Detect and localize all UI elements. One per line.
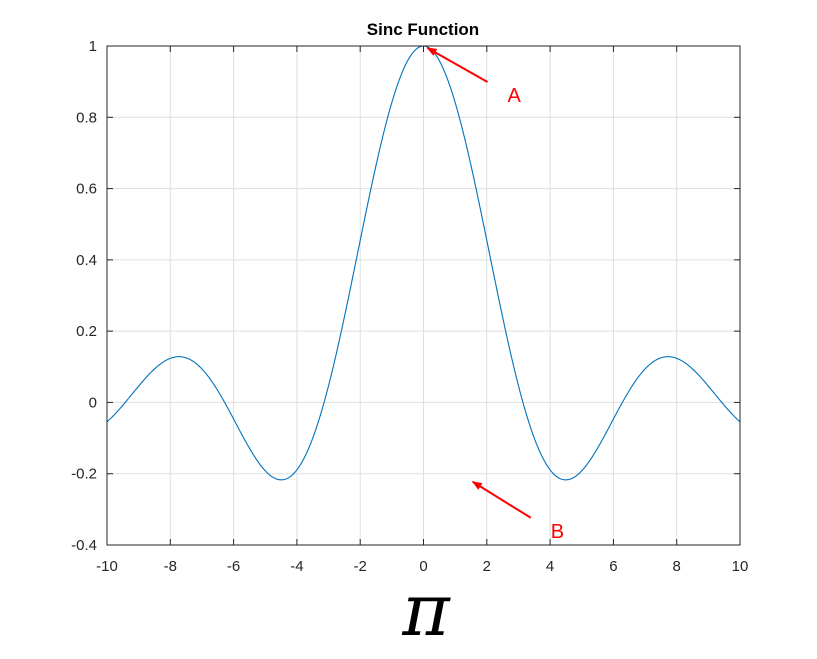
y-tick-label: 0 (89, 394, 97, 411)
x-tick-label: 8 (673, 558, 681, 575)
y-tick-label: 0.2 (76, 323, 97, 340)
y-tick-label: 1 (89, 38, 97, 55)
y-tick-label: 0.4 (76, 252, 97, 269)
x-tick-label: 2 (483, 558, 491, 575)
chart-title: Sinc Function (367, 20, 479, 39)
x-tick-label: 10 (732, 558, 749, 575)
y-tick-label: -0.4 (71, 537, 97, 554)
y-tick-label: 0.8 (76, 109, 97, 126)
annotations: AB (426, 47, 564, 543)
grid (107, 46, 740, 545)
annotation-label: A (508, 85, 522, 107)
x-tick-label: -4 (290, 558, 303, 575)
y-tick-label: 0.6 (76, 181, 97, 198)
x-tick-labels: -10 -8 -6 -4 -2 0 2 4 6 8 10 (96, 558, 748, 575)
x-tick-label: -2 (354, 558, 367, 575)
ticks (106, 45, 741, 546)
x-tick-label: 4 (546, 558, 554, 575)
y-tick-label: -0.2 (71, 466, 97, 483)
y-tick-labels: -0.4 -0.2 0 0.2 0.4 0.6 0.8 1 (71, 38, 97, 554)
annotation-arrow (471, 480, 532, 519)
x-tick-label: 0 (419, 558, 427, 575)
annotation-arrow (426, 47, 488, 83)
annotation-label: B (551, 521, 564, 543)
x-axis-label: π (401, 568, 451, 652)
x-tick-label: -6 (227, 558, 240, 575)
x-tick-label: -10 (96, 558, 118, 575)
x-tick-label: 6 (609, 558, 617, 575)
x-tick-label: -8 (164, 558, 177, 575)
